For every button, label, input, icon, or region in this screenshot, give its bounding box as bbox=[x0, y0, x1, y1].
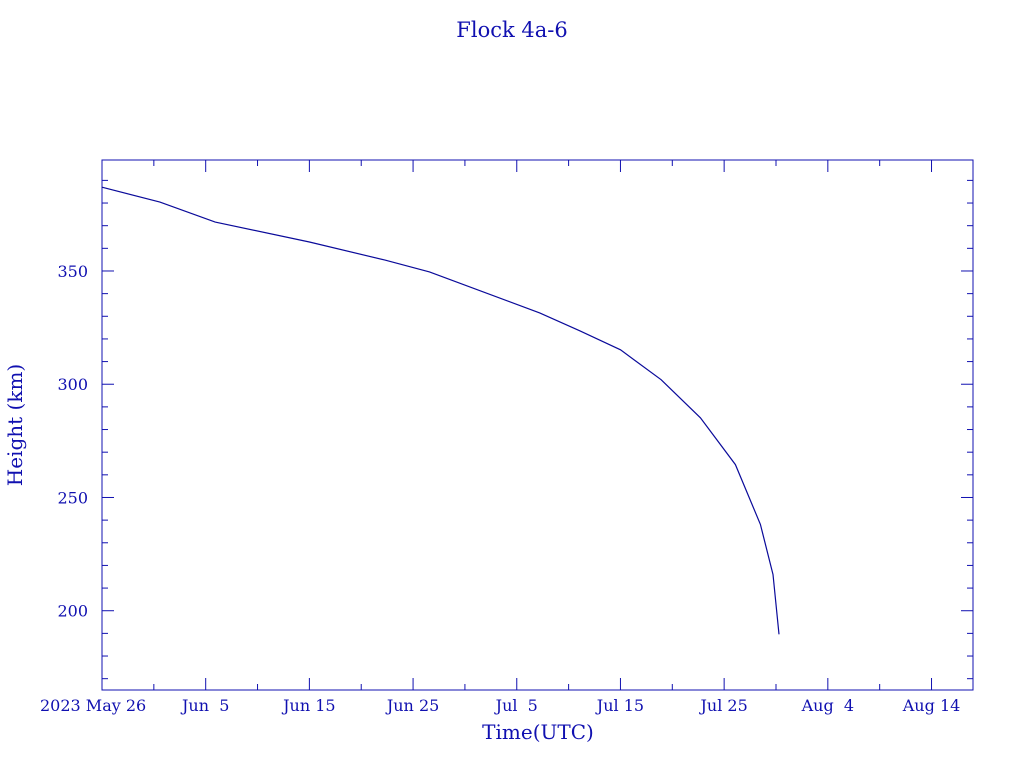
x-tick-label: Aug 4 bbox=[801, 696, 854, 715]
x-tick-label: Jun 25 bbox=[385, 696, 439, 715]
y-tick-label: 350 bbox=[57, 262, 88, 281]
x-tick-label: Jul 15 bbox=[595, 696, 644, 715]
y-axis-label: Height (km) bbox=[3, 364, 27, 486]
x-tick-label: Jun 15 bbox=[281, 696, 335, 715]
x-tick-label: Jul 5 bbox=[494, 696, 538, 715]
series-line bbox=[101, 186, 780, 635]
x-tick-labels: 2023 May 26 Jun 5 Jun 15 Jun 25 Jul 5 Jul 15 J… bbox=[40, 696, 960, 715]
y-tick-label: 250 bbox=[57, 488, 88, 507]
x-tick-label: Jul 25 bbox=[699, 696, 748, 715]
x-tick-label: Jun 5 bbox=[180, 696, 229, 715]
y-tick-labels: 200 250 300 350 bbox=[57, 262, 88, 621]
x-tick-label: 2023 May 26 bbox=[40, 696, 146, 715]
y-tick-label: 300 bbox=[57, 375, 88, 394]
axis-ticks bbox=[101, 160, 973, 690]
y-tick-label: 200 bbox=[57, 602, 88, 621]
x-tick-label: Aug 14 bbox=[902, 696, 961, 715]
plot-frame bbox=[101, 159, 974, 691]
chart-title: Flock 4a-6 bbox=[456, 18, 567, 42]
x-axis-label: Time(UTC) bbox=[482, 720, 594, 744]
